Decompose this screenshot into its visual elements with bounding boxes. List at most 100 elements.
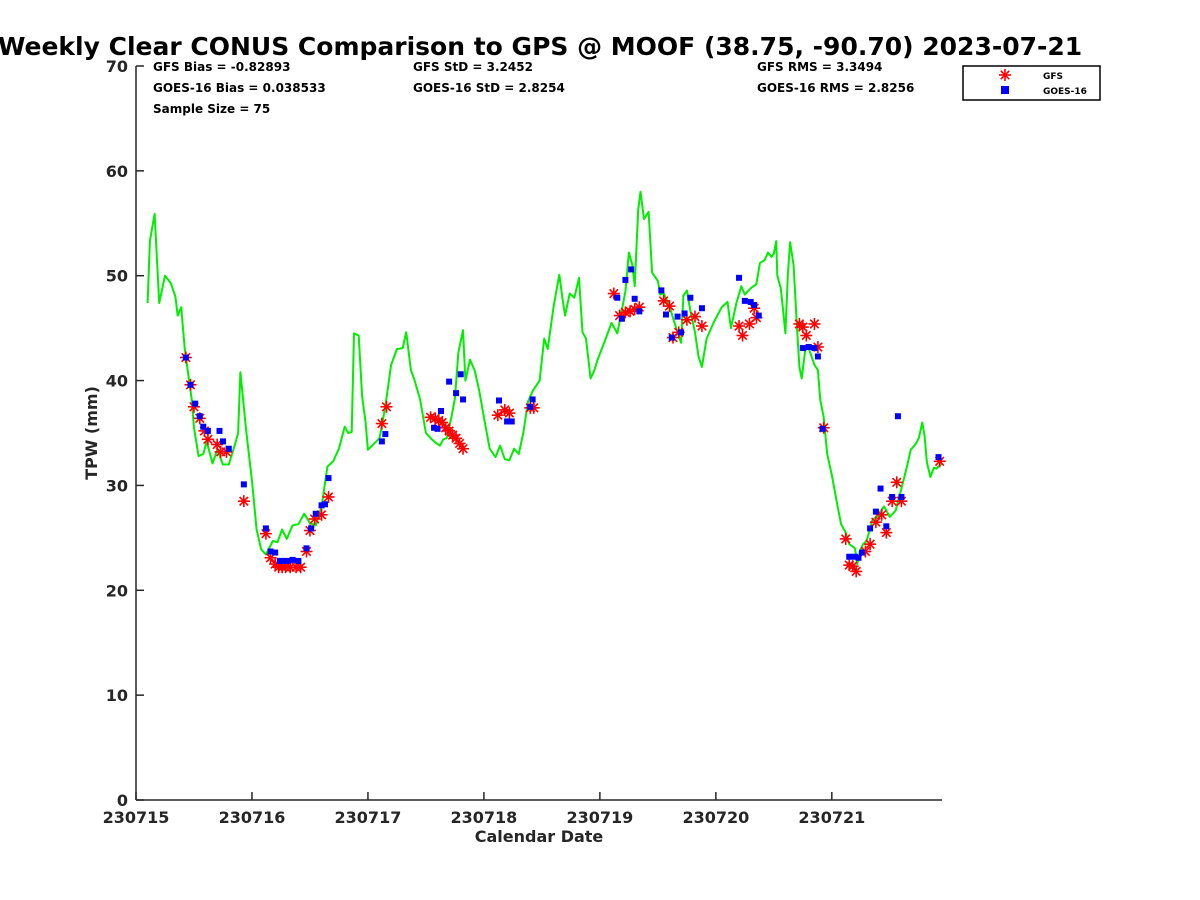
- goes-point: [814, 353, 821, 360]
- goes-point: [805, 344, 812, 351]
- goes-point: [668, 334, 675, 341]
- goes-point: [322, 501, 329, 508]
- gfs-point: [850, 565, 863, 578]
- goes-point: [196, 413, 203, 420]
- goes-point: [741, 297, 748, 304]
- goes-point: [858, 549, 865, 556]
- goes-point: [267, 548, 274, 555]
- x-tick-label: 230715: [103, 808, 170, 827]
- y-axis-label: TPW (mm): [82, 386, 101, 480]
- goes-point: [453, 390, 460, 397]
- gfs-point: [315, 508, 328, 521]
- goes-point: [495, 397, 502, 404]
- gfs-bias-text: GFS Bias = -0.82893: [153, 60, 290, 74]
- x-tick-label: 230721: [798, 808, 865, 827]
- legend: GFS GOES-16: [962, 65, 1101, 101]
- goes-point: [438, 407, 445, 414]
- goes-point: [687, 294, 694, 301]
- goes-point: [182, 354, 189, 361]
- goes-point: [431, 424, 438, 431]
- goes-point: [628, 266, 635, 273]
- goes-point: [872, 508, 879, 515]
- gfs-point: [695, 320, 708, 333]
- goes-point: [460, 396, 467, 403]
- legend-goes-marker: [1001, 86, 1009, 94]
- x-tick-label: 230720: [682, 808, 749, 827]
- y-tick-label: 10: [106, 686, 128, 705]
- goes-point: [636, 308, 643, 315]
- goes-point: [280, 557, 287, 564]
- goes-series: [182, 266, 942, 564]
- gfs-point: [800, 329, 813, 342]
- goes-point: [262, 525, 269, 532]
- gfs-point: [450, 432, 463, 445]
- goes-point: [225, 445, 232, 452]
- goes-point: [755, 312, 762, 319]
- goes-point: [272, 549, 279, 556]
- gfs-point: [457, 442, 470, 455]
- gfs-point: [736, 329, 749, 342]
- gfs-point: [322, 490, 335, 503]
- goes-point: [312, 510, 319, 517]
- goes-point: [325, 475, 332, 482]
- goes-point: [662, 311, 669, 318]
- goes-point: [855, 554, 862, 561]
- goes-point: [284, 557, 291, 564]
- gps-series: [146, 190, 943, 566]
- goes-point: [295, 557, 302, 564]
- x-ticks: 230715 230716 230717 230718 230719 230720 2307…: [103, 792, 865, 827]
- goes-point: [889, 493, 896, 500]
- gfs-point: [201, 433, 214, 446]
- y-tick-label: 50: [106, 267, 128, 286]
- goes-point: [898, 493, 905, 500]
- goes-point: [883, 523, 890, 530]
- goes-point: [529, 396, 536, 403]
- gfs-point: [663, 300, 676, 313]
- gfs-point: [375, 417, 388, 430]
- legend-gfs-marker: [999, 69, 1011, 81]
- goes-point: [204, 427, 211, 434]
- goes-point: [658, 287, 665, 294]
- goes-point: [527, 403, 534, 410]
- legend-gfs-asterisk: [999, 69, 1011, 81]
- chart-title: Weekly Clear CONUS Comparison to GPS @ M…: [0, 32, 1082, 61]
- gfs-rms-text: GFS RMS = 3.3494: [757, 60, 882, 74]
- x-tick-label: 230717: [335, 808, 402, 827]
- goes-point: [698, 305, 705, 312]
- goes-point: [622, 276, 629, 283]
- gfs-point: [733, 320, 746, 333]
- goes-point: [446, 378, 453, 385]
- goes-point: [811, 345, 818, 352]
- goes-point: [200, 423, 207, 430]
- legend-goes-label: GOES-16: [1043, 87, 1087, 97]
- goes-point: [846, 553, 853, 560]
- gfs-point: [839, 532, 852, 545]
- goes-point: [678, 329, 685, 336]
- gfs-point: [380, 400, 393, 413]
- gfs-point: [237, 495, 250, 508]
- goes-point: [631, 295, 638, 302]
- goes-point: [867, 525, 874, 532]
- gfs-point: [503, 407, 516, 420]
- goes-point: [457, 371, 464, 378]
- goes-bias-text: GOES-16 Bias = 0.038533: [153, 81, 326, 95]
- gfs-point: [890, 476, 903, 489]
- gfs-point: [808, 317, 821, 330]
- gfs-point: [869, 516, 882, 529]
- x-tick-label: 230719: [566, 808, 633, 827]
- y-tick-label: 0: [117, 791, 128, 810]
- gfs-point: [864, 538, 877, 551]
- sample-size-text: Sample Size = 75: [153, 102, 270, 116]
- goes-point: [614, 294, 621, 301]
- goes-rms-text: GOES-16 RMS = 2.8256: [757, 81, 914, 95]
- goes-point: [852, 553, 859, 560]
- goes-point: [508, 418, 515, 425]
- goes-point: [799, 345, 806, 352]
- y-tick-label: 20: [106, 581, 128, 600]
- goes-point: [674, 313, 681, 320]
- x-tick-label: 230718: [451, 808, 518, 827]
- axes: [135, 66, 942, 801]
- gfs-std-text: GFS StD = 3.2452: [413, 60, 533, 74]
